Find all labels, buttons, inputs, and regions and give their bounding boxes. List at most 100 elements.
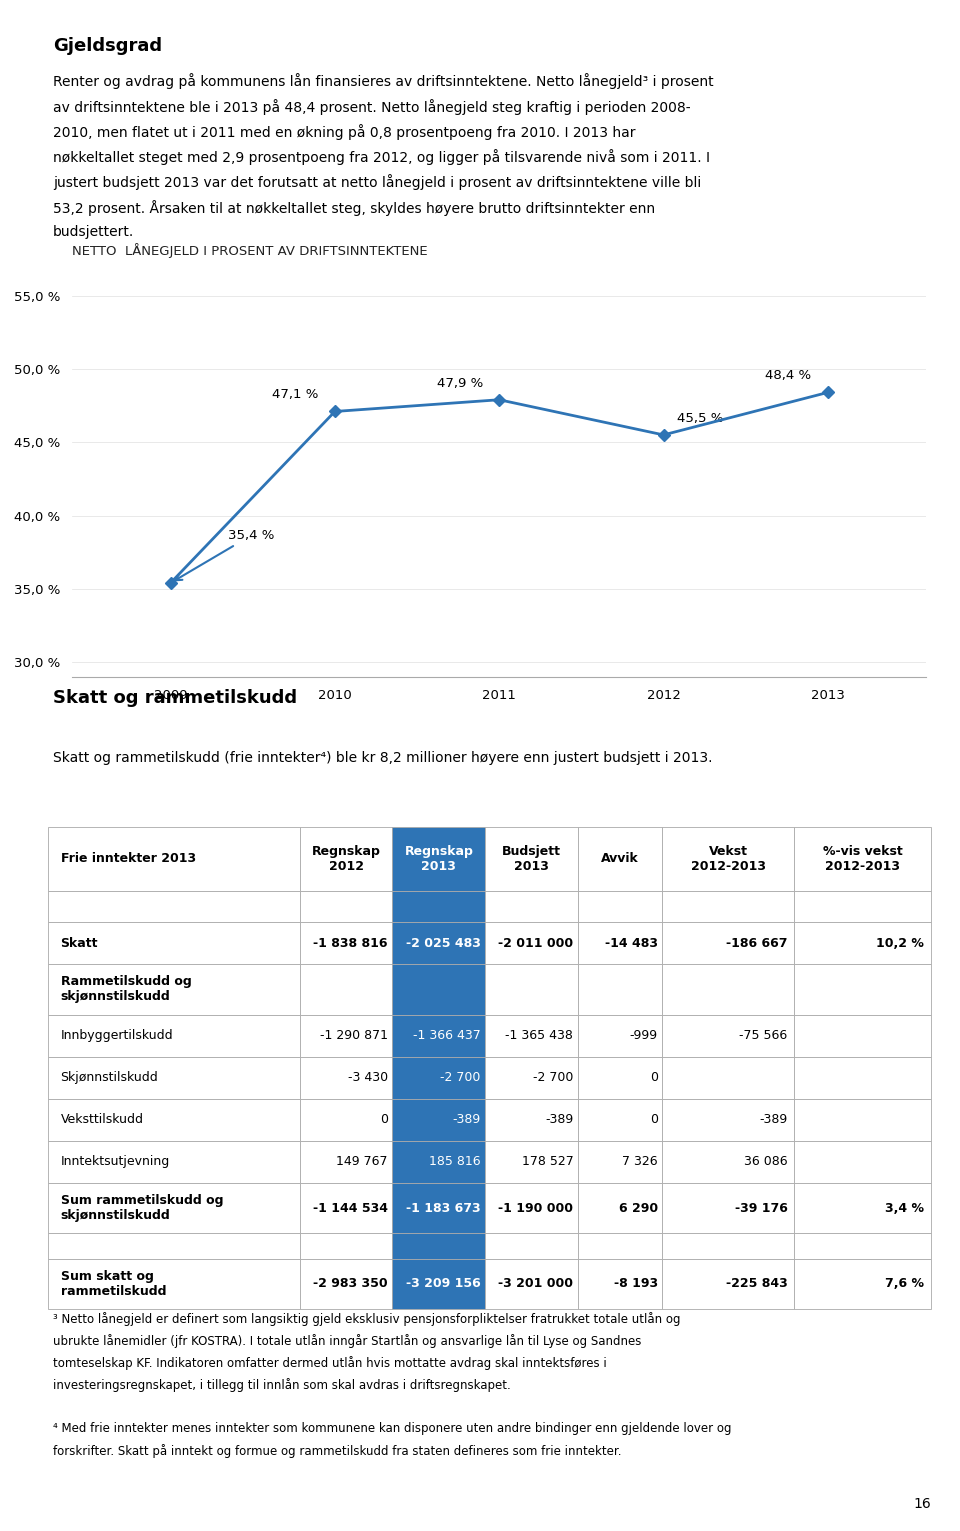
FancyBboxPatch shape — [485, 965, 578, 1015]
FancyBboxPatch shape — [578, 1234, 661, 1258]
FancyBboxPatch shape — [794, 1099, 931, 1141]
FancyBboxPatch shape — [300, 1234, 393, 1258]
Text: -389: -389 — [452, 1113, 481, 1127]
Text: 0: 0 — [650, 1072, 658, 1084]
FancyBboxPatch shape — [794, 827, 931, 891]
Text: 0: 0 — [650, 1113, 658, 1127]
Text: Avvik: Avvik — [601, 853, 638, 865]
FancyBboxPatch shape — [300, 891, 393, 922]
FancyBboxPatch shape — [48, 1183, 300, 1234]
FancyBboxPatch shape — [485, 891, 578, 922]
FancyBboxPatch shape — [661, 1183, 794, 1234]
Text: -1 366 437: -1 366 437 — [413, 1029, 481, 1043]
Text: -389: -389 — [545, 1113, 573, 1127]
FancyBboxPatch shape — [578, 1056, 661, 1099]
FancyBboxPatch shape — [393, 1183, 485, 1234]
Text: -2 011 000: -2 011 000 — [498, 937, 573, 949]
Text: 47,1 %: 47,1 % — [273, 389, 319, 401]
Text: -999: -999 — [630, 1029, 658, 1043]
Text: -1 190 000: -1 190 000 — [498, 1202, 573, 1214]
FancyBboxPatch shape — [48, 891, 300, 922]
Text: -1 290 871: -1 290 871 — [320, 1029, 388, 1043]
Text: investeringsregnskapet, i tillegg til innlån som skal avdras i driftsregnskapet.: investeringsregnskapet, i tillegg til in… — [53, 1378, 511, 1392]
FancyBboxPatch shape — [393, 1234, 485, 1258]
Text: 3,4 %: 3,4 % — [885, 1202, 924, 1214]
Text: 45,5 %: 45,5 % — [677, 412, 723, 424]
FancyBboxPatch shape — [300, 965, 393, 1015]
FancyBboxPatch shape — [48, 1015, 300, 1056]
Text: -2 983 350: -2 983 350 — [313, 1277, 388, 1291]
Text: ubrukte lånemidler (jfr KOSTRA). I totale utlån inngår Startlån og ansvarlige lå: ubrukte lånemidler (jfr KOSTRA). I total… — [53, 1334, 641, 1349]
FancyBboxPatch shape — [485, 1183, 578, 1234]
FancyBboxPatch shape — [794, 1234, 931, 1258]
Text: justert budsjett 2013 var det forutsatt at netto lånegjeld i prosent av driftsin: justert budsjett 2013 var det forutsatt … — [53, 175, 701, 190]
Text: -3 209 156: -3 209 156 — [406, 1277, 481, 1291]
FancyBboxPatch shape — [794, 891, 931, 922]
FancyBboxPatch shape — [661, 827, 794, 891]
Text: Budsjett
2013: Budsjett 2013 — [502, 845, 561, 873]
Text: 7 326: 7 326 — [622, 1156, 658, 1168]
FancyBboxPatch shape — [794, 1015, 931, 1056]
FancyBboxPatch shape — [393, 1099, 485, 1141]
Text: -186 667: -186 667 — [726, 937, 787, 949]
Text: -1 144 534: -1 144 534 — [313, 1202, 388, 1214]
FancyBboxPatch shape — [485, 1234, 578, 1258]
FancyBboxPatch shape — [300, 827, 393, 891]
Text: Regnskap
2012: Regnskap 2012 — [312, 845, 380, 873]
Text: 47,9 %: 47,9 % — [437, 377, 483, 389]
FancyBboxPatch shape — [300, 1258, 393, 1309]
FancyBboxPatch shape — [300, 1099, 393, 1141]
FancyBboxPatch shape — [300, 922, 393, 965]
FancyBboxPatch shape — [393, 1056, 485, 1099]
Text: 7,6 %: 7,6 % — [885, 1277, 924, 1291]
FancyBboxPatch shape — [393, 965, 485, 1015]
FancyBboxPatch shape — [48, 965, 300, 1015]
FancyBboxPatch shape — [485, 1099, 578, 1141]
FancyBboxPatch shape — [578, 1015, 661, 1056]
FancyBboxPatch shape — [794, 1258, 931, 1309]
FancyBboxPatch shape — [300, 1141, 393, 1183]
Text: 53,2 prosent. Årsaken til at nøkkeltallet steg, skyldes høyere brutto driftsinnt: 53,2 prosent. Årsaken til at nøkkeltalle… — [53, 199, 655, 216]
FancyBboxPatch shape — [393, 827, 485, 891]
Text: 6 290: 6 290 — [618, 1202, 658, 1214]
Text: ³ Netto lånegjeld er definert som langsiktig gjeld eksklusiv pensjonsforpliktels: ³ Netto lånegjeld er definert som langsi… — [53, 1312, 681, 1326]
Text: Rammetilskudd og
skjønnstilskudd: Rammetilskudd og skjønnstilskudd — [60, 975, 191, 1003]
Text: -8 193: -8 193 — [613, 1277, 658, 1291]
Text: -225 843: -225 843 — [726, 1277, 787, 1291]
Text: 2010, men flatet ut i 2011 med en økning på 0,8 prosentpoeng fra 2010. I 2013 ha: 2010, men flatet ut i 2011 med en økning… — [53, 124, 636, 139]
Text: Renter og avdrag på kommunens lån finansieres av driftsinntektene. Netto lånegje: Renter og avdrag på kommunens lån finans… — [53, 73, 713, 89]
FancyBboxPatch shape — [578, 827, 661, 891]
FancyBboxPatch shape — [661, 922, 794, 965]
Text: -2 700: -2 700 — [441, 1072, 481, 1084]
Text: 149 767: 149 767 — [336, 1156, 388, 1168]
Text: Innbyggertilskudd: Innbyggertilskudd — [60, 1029, 173, 1043]
Text: av driftsinntektene ble i 2013 på 48,4 prosent. Netto lånegjeld steg kraftig i p: av driftsinntektene ble i 2013 på 48,4 p… — [53, 98, 690, 115]
FancyBboxPatch shape — [578, 965, 661, 1015]
Text: budsjettert.: budsjettert. — [53, 225, 134, 239]
Text: ⁴ Med frie inntekter menes inntekter som kommunene kan disponere uten andre bind: ⁴ Med frie inntekter menes inntekter som… — [53, 1422, 732, 1435]
Text: -14 483: -14 483 — [605, 937, 658, 949]
FancyBboxPatch shape — [48, 1099, 300, 1141]
Text: Regnskap
2013: Regnskap 2013 — [404, 845, 473, 873]
FancyBboxPatch shape — [661, 1056, 794, 1099]
Text: 35,4 %: 35,4 % — [175, 528, 275, 580]
Text: forskrifter. Skatt på inntekt og formue og rammetilskudd fra staten defineres so: forskrifter. Skatt på inntekt og formue … — [53, 1444, 621, 1459]
FancyBboxPatch shape — [48, 922, 300, 965]
FancyBboxPatch shape — [578, 891, 661, 922]
Text: Frie inntekter 2013: Frie inntekter 2013 — [60, 853, 196, 865]
Text: -2 700: -2 700 — [533, 1072, 573, 1084]
FancyBboxPatch shape — [48, 1234, 300, 1258]
FancyBboxPatch shape — [393, 1015, 485, 1056]
FancyBboxPatch shape — [48, 827, 300, 891]
FancyBboxPatch shape — [48, 1056, 300, 1099]
Text: 10,2 %: 10,2 % — [876, 937, 924, 949]
Text: NETTO  LÅNEGJELD I PROSENT AV DRIFTSINNTEKTENE: NETTO LÅNEGJELD I PROSENT AV DRIFTSINNTE… — [72, 243, 427, 259]
Text: 0: 0 — [380, 1113, 388, 1127]
FancyBboxPatch shape — [661, 965, 794, 1015]
Text: tomteselskap KF. Indikatoren omfatter dermed utlån hvis mottatte avdrag skal inn: tomteselskap KF. Indikatoren omfatter de… — [53, 1356, 607, 1370]
FancyBboxPatch shape — [794, 1056, 931, 1099]
FancyBboxPatch shape — [578, 922, 661, 965]
FancyBboxPatch shape — [578, 1183, 661, 1234]
Text: Sum rammetilskudd og
skjønnstilskudd: Sum rammetilskudd og skjønnstilskudd — [60, 1194, 223, 1222]
Text: %-vis vekst
2012-2013: %-vis vekst 2012-2013 — [823, 845, 902, 873]
